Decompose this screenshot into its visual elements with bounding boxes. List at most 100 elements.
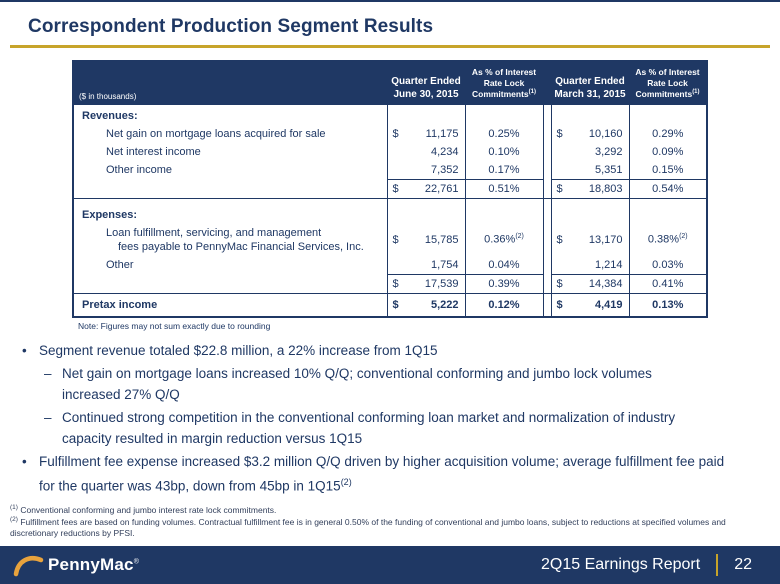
divider-cell bbox=[543, 104, 552, 125]
bullet-marker: • bbox=[22, 342, 27, 358]
footer-bar: PennyMac® 2Q15 Earnings Report 22 bbox=[0, 546, 780, 584]
page-title: Correspondent Production Segment Results bbox=[28, 16, 434, 37]
row-net-gain: Net gain on mortgage loans acquired for … bbox=[73, 124, 708, 143]
divider-cell bbox=[543, 274, 552, 294]
footnote-2: (2) Fulfillment fees are based on fundin… bbox=[10, 516, 764, 539]
section-label-cell: Revenues: bbox=[73, 104, 388, 125]
dollar-cell bbox=[551, 160, 569, 180]
footer-divider bbox=[716, 554, 719, 576]
report-title: 2Q15 Earnings Report bbox=[541, 556, 701, 573]
pct-cell: 0.39% bbox=[465, 274, 544, 294]
empty-cell bbox=[387, 105, 405, 125]
dollar-cell: $ bbox=[392, 127, 399, 140]
pennymac-logo: PennyMac® bbox=[12, 552, 139, 578]
row-revenues-total: $ 22,761 0.51% $ 18,803 0.54% bbox=[73, 179, 708, 199]
empty-cell bbox=[569, 104, 630, 125]
footnote-ref-2: (2) bbox=[515, 233, 524, 241]
dollar-cell: $ bbox=[392, 233, 399, 246]
pct-cell: 0.54% bbox=[629, 179, 708, 199]
row-label-cell bbox=[73, 179, 388, 199]
value-cell: 1,214 bbox=[569, 255, 630, 275]
empty-cell bbox=[465, 198, 544, 224]
pct-header-line2: Rate Lock bbox=[647, 78, 688, 89]
pct-header-line3: Commitments(1) bbox=[635, 89, 700, 100]
value-cell: 11,175 bbox=[405, 124, 466, 143]
empty-cell bbox=[465, 104, 544, 125]
footnote-ref-1: (1) bbox=[692, 89, 700, 96]
revenues-section-label: Revenues: bbox=[82, 109, 138, 122]
row-expenses-header: Expenses: bbox=[73, 198, 708, 224]
value-cell: 7,352 bbox=[405, 160, 466, 180]
dollar-cell bbox=[387, 255, 405, 275]
dollar-cell: $ bbox=[551, 179, 569, 199]
value-cell: 14,384 bbox=[569, 274, 630, 294]
row-label-cell: Pretax income bbox=[73, 293, 388, 317]
empty-cell bbox=[387, 198, 405, 224]
q1-header-line1: Quarter Ended bbox=[555, 75, 625, 87]
dollar-cell: $ bbox=[387, 179, 405, 199]
footnote-ref-2: (2) bbox=[340, 476, 352, 487]
footnote-2-text: Fulfillment fees are based on funding vo… bbox=[10, 516, 726, 538]
value-cell: 13,170 bbox=[569, 223, 630, 256]
top-border-line bbox=[0, 0, 780, 2]
dollar-cell: $ bbox=[392, 298, 399, 311]
q2-pct-header-cell: As % of Interest Rate Lock Commitments(1… bbox=[465, 61, 543, 105]
value-cell: 3,292 bbox=[569, 142, 630, 161]
pct-cell: 0.17% bbox=[465, 160, 544, 180]
sub-bullet-item: – Net gain on mortgage loans increased 1… bbox=[44, 363, 740, 405]
q2-header-line2: June 30, 2015 bbox=[393, 88, 459, 100]
sub-bullet-text: Net gain on mortgage loans increased 10%… bbox=[62, 365, 652, 402]
dollar-cell bbox=[551, 255, 569, 275]
table-header-row: ($ in thousands) Quarter Ended June 30, … bbox=[73, 61, 708, 105]
footnote-ref-2: (2) bbox=[679, 233, 688, 241]
table-note: Note: Figures may not sum exactly due to… bbox=[78, 320, 271, 331]
registered-mark: ® bbox=[133, 558, 140, 566]
footnote-ref-1: (1) bbox=[528, 89, 537, 96]
empty-cell bbox=[405, 104, 466, 125]
pct-cell: 0.12% bbox=[465, 293, 544, 317]
pct-header-line3: Commitments(1) bbox=[471, 89, 537, 100]
footnotes-section: (1) Conventional conforming and jumbo in… bbox=[10, 504, 764, 539]
dollar-cell: $ bbox=[556, 298, 563, 311]
bullet-item: • Fulfillment fee expense increased $3.2… bbox=[22, 451, 740, 497]
pct-header-line1: As % of Interest bbox=[471, 67, 537, 77]
pct-header-line1: As % of Interest bbox=[635, 67, 700, 77]
value-cell: 15,785 bbox=[405, 223, 466, 256]
pct-cell: 0.09% bbox=[629, 142, 708, 161]
divider-cell bbox=[543, 198, 552, 224]
value-cell: 17,539 bbox=[405, 274, 466, 294]
value-cell: 5,222 bbox=[405, 293, 466, 317]
value-cell: 4,419 bbox=[569, 293, 630, 317]
row-label: Other bbox=[106, 258, 134, 271]
bullet-text: Fulfillment fee expense increased $3.2 m… bbox=[39, 453, 725, 494]
q1-header-line2: March 31, 2015 bbox=[554, 88, 626, 100]
row-revenues-header: Revenues: bbox=[73, 104, 708, 125]
divider-cell bbox=[543, 160, 552, 180]
q2-header-cell: Quarter Ended June 30, 2015 bbox=[387, 61, 465, 105]
empty-cell bbox=[551, 105, 569, 125]
sub-bullet-text: Continued strong competition in the conv… bbox=[62, 409, 676, 446]
row-net-interest: Net interest income 4,234 0.10% 3,292 0.… bbox=[73, 142, 708, 161]
row-label-cell bbox=[73, 274, 388, 294]
value-cell: 4,234 bbox=[405, 142, 466, 161]
row-expenses-total: $ 17,539 0.39% $ 14,384 0.41% bbox=[73, 274, 708, 294]
value-cell: 10,160 bbox=[569, 124, 630, 143]
pct-cell: 0.13% bbox=[629, 293, 708, 317]
row-label-cell: Net gain on mortgage loans acquired for … bbox=[73, 124, 388, 143]
units-header-cell: ($ in thousands) bbox=[73, 61, 387, 105]
pct-cell: 0.41% bbox=[629, 274, 708, 294]
header-divider-cell bbox=[543, 61, 551, 105]
empty-cell bbox=[551, 198, 569, 224]
empty-cell bbox=[629, 198, 708, 224]
row-label-cell: Net interest income bbox=[73, 142, 388, 161]
bullet-item: • Segment revenue totaled $22.8 million,… bbox=[22, 340, 740, 361]
row-pretax-income: Pretax income $ 5,222 0.12% $ 4,419 0.13… bbox=[73, 293, 708, 317]
divider-cell bbox=[543, 124, 552, 143]
footnote-1-text: Conventional conforming and jumbo intere… bbox=[20, 504, 277, 515]
bullet-marker: • bbox=[22, 453, 27, 469]
row-label-line1: Loan fulfillment, servicing, and managem… bbox=[106, 226, 322, 239]
dash-marker: – bbox=[44, 365, 52, 381]
q1-header-cell: Quarter Ended March 31, 2015 bbox=[551, 61, 630, 105]
row-label: Other income bbox=[106, 163, 173, 176]
divider-cell bbox=[543, 223, 552, 256]
